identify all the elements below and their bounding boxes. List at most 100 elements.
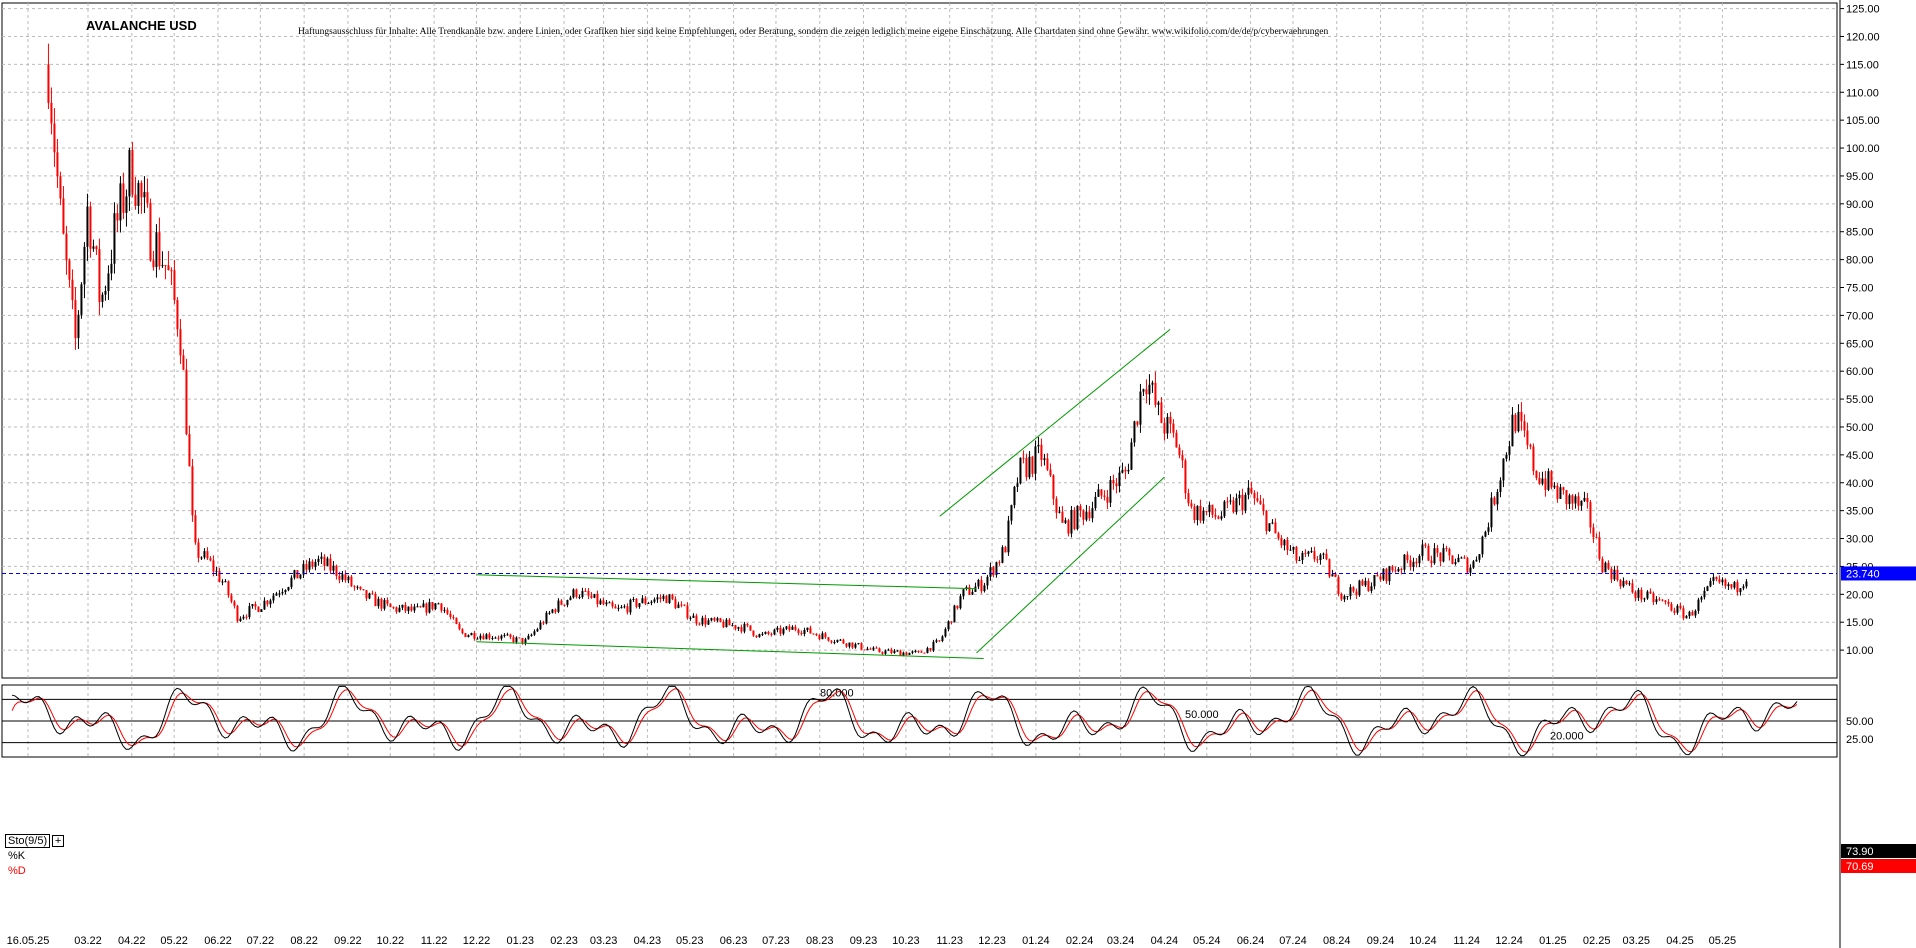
candle-body (1526, 430, 1529, 445)
candle-body (302, 564, 305, 575)
candle-body (563, 604, 566, 606)
candle-body (974, 586, 977, 592)
x-tick-label: 10.22 (377, 935, 405, 947)
candle-body (47, 64, 50, 103)
candle-body (236, 605, 239, 622)
x-tick-label: 05.25 (1709, 935, 1737, 947)
candle-body (1613, 569, 1616, 580)
candle-body (500, 635, 503, 639)
candle-body (590, 595, 593, 598)
candle-body (458, 624, 461, 630)
candle-body (83, 246, 86, 285)
candle-body (1109, 480, 1112, 503)
candle-body (1433, 548, 1436, 564)
candle-body (1580, 500, 1583, 506)
candle-body (1625, 580, 1628, 585)
candle-body (113, 213, 116, 264)
candle-body (353, 586, 356, 588)
candle-body (545, 612, 548, 624)
candle-body (1667, 601, 1670, 604)
x-tick-label: 02.25 (1583, 935, 1611, 947)
stochastic-title[interactable]: Sto(9/5) (5, 834, 51, 848)
candle-body (626, 606, 629, 613)
candle-body (1235, 498, 1238, 513)
candle-body (1607, 562, 1610, 569)
candle-body (401, 604, 404, 608)
candle-body (1586, 497, 1589, 503)
candle-body (1472, 561, 1475, 568)
candle-body (1427, 545, 1430, 561)
candle-body (164, 265, 167, 267)
stochastic-level-label: 50.000 (1185, 709, 1219, 721)
candle-body (200, 557, 203, 559)
candle-body (1337, 576, 1340, 595)
candle-body (197, 542, 200, 558)
candle-body (1466, 558, 1469, 573)
candle-body (251, 604, 254, 607)
add-indicator-icon[interactable]: + (52, 835, 65, 847)
candle-body (581, 590, 584, 597)
candle-body (800, 632, 803, 635)
candle-body (1637, 589, 1640, 598)
candle-body (1340, 594, 1343, 600)
candle-body (857, 643, 860, 645)
x-tick-label: 06.22 (204, 935, 232, 947)
candle-body (65, 233, 68, 261)
candle-body (1250, 487, 1253, 494)
candle-body (704, 617, 707, 625)
candle-body (1322, 553, 1325, 555)
candle-body (152, 260, 155, 268)
candle-body (1493, 497, 1496, 505)
candle-body (1226, 501, 1229, 503)
candle-body (404, 604, 407, 611)
trendline (939, 328, 1171, 517)
candle-body (923, 652, 926, 654)
candle-body (1448, 549, 1451, 556)
candle-body (962, 589, 965, 597)
candle-body (944, 629, 947, 637)
candle-body (710, 618, 713, 621)
candle-body (1439, 552, 1442, 562)
candle-body (356, 586, 359, 588)
candle-body (77, 314, 80, 339)
candle-body (350, 576, 353, 587)
candle-body (317, 558, 320, 562)
candle-body (1379, 576, 1382, 580)
candle-body (239, 618, 242, 622)
candle-body (1418, 555, 1421, 564)
y-tick-label: 90.00 (1846, 199, 1874, 211)
candle-body (1370, 586, 1373, 591)
candle-body (1178, 447, 1181, 455)
candle-body (1610, 568, 1613, 580)
candle-body (431, 602, 434, 610)
candle-body (1139, 391, 1142, 425)
stochastic-indicator-label[interactable]: Sto(9/5) + (5, 834, 65, 848)
candle-body (1547, 471, 1550, 490)
candle-body (1406, 554, 1409, 561)
candle-body (1157, 402, 1160, 405)
candle-body (1724, 579, 1727, 587)
candle-body (578, 596, 581, 598)
candle-body (305, 564, 308, 570)
candle-body (194, 515, 197, 543)
candle-body (779, 627, 782, 634)
candle-body (623, 606, 626, 608)
candle-body (1151, 382, 1154, 385)
candle-body (941, 636, 944, 642)
candle-body (785, 626, 788, 629)
candle-body (1577, 496, 1580, 506)
candle-body (344, 574, 347, 581)
candle-body (464, 633, 467, 638)
candle-body (1601, 558, 1604, 573)
x-tick-label: 08.23 (806, 935, 834, 947)
x-tick-label: 05.23 (676, 935, 704, 947)
candle-body (1025, 457, 1028, 478)
candle-body (518, 637, 521, 639)
candle-body (776, 627, 779, 630)
candle-body (668, 594, 671, 604)
x-tick-label: 12.22 (463, 935, 491, 947)
y-tick-label: 45.00 (1846, 450, 1874, 462)
candle-body (734, 625, 737, 629)
candle-body (725, 619, 728, 628)
candle-body (1376, 575, 1379, 577)
